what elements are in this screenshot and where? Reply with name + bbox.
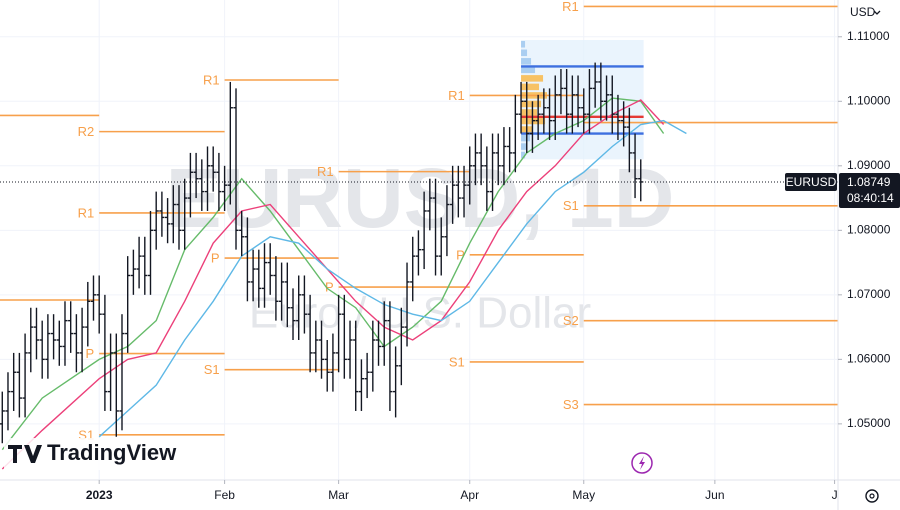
axes: USD 1.05000 1.06000 1.07000 1.08000 1.09000 1… bbox=[86, 5, 891, 502]
brand: TradingView bbox=[47, 440, 177, 465]
pivot-label: R2 bbox=[78, 124, 95, 139]
volume-profile-row bbox=[521, 109, 538, 116]
volume-profile-row bbox=[521, 83, 540, 91]
alert-icon[interactable] bbox=[631, 452, 653, 474]
settings-button[interactable] bbox=[865, 489, 879, 503]
pivot-label: S1 bbox=[449, 354, 465, 369]
logo-icon bbox=[8, 445, 42, 463]
alert-bolt[interactable] bbox=[639, 456, 645, 470]
last-price-tag-bg bbox=[839, 173, 900, 208]
y-tick-label: 1.07000 bbox=[847, 287, 891, 301]
volume-profile-row bbox=[521, 49, 528, 57]
x-tick-label: May bbox=[572, 488, 595, 502]
symbol-tag-bg bbox=[785, 173, 837, 191]
settings-gear[interactable] bbox=[865, 489, 879, 503]
moving-average bbox=[1, 97, 665, 451]
pivot-label: R1 bbox=[203, 72, 220, 87]
pivot-label: R1 bbox=[448, 88, 465, 103]
x-tick-label: J bbox=[832, 488, 838, 502]
pivot-label: P bbox=[86, 346, 95, 361]
currency[interactable]: USD bbox=[850, 5, 876, 19]
y-tick-label: 1.08000 bbox=[847, 222, 891, 236]
pivot-label: S1 bbox=[563, 198, 579, 213]
pivot-label: P bbox=[211, 251, 220, 266]
pivot-label: S2 bbox=[563, 313, 579, 328]
logo: TradingView bbox=[4, 438, 177, 470]
watermark-subtitle: Euro / U.S. Dollar bbox=[249, 289, 591, 338]
pivot-label: P bbox=[456, 247, 465, 262]
pivot-label: S3 bbox=[563, 397, 579, 412]
settings-hub[interactable] bbox=[869, 493, 875, 499]
symbol-tag: EURUSD bbox=[786, 175, 837, 189]
x-tick-label: Mar bbox=[328, 488, 349, 502]
volume-profile-row bbox=[521, 143, 528, 150]
y-tick-label: 1.10000 bbox=[847, 93, 891, 107]
moving-average bbox=[1, 99, 665, 470]
y-tick-label: 1.11000 bbox=[847, 29, 890, 43]
x-tick-label: Jun bbox=[705, 488, 724, 502]
countdown-label: 08:40:14 bbox=[847, 191, 894, 205]
pivot-label: R1 bbox=[78, 205, 95, 220]
x-tick-label: 2023 bbox=[86, 488, 113, 502]
volume-profile-row bbox=[521, 151, 526, 159]
pivot-label: R1 bbox=[562, 0, 579, 14]
volume-profile-row bbox=[521, 41, 526, 48]
currency-chevron[interactable] bbox=[873, 10, 881, 15]
moving-average bbox=[98, 119, 687, 438]
volume-profile-row bbox=[521, 66, 536, 74]
pivot-label: P bbox=[325, 280, 334, 295]
pivot-label: R1 bbox=[317, 164, 334, 179]
y-tick-label: 1.09000 bbox=[847, 158, 891, 172]
x-tick-label: Apr bbox=[460, 488, 479, 502]
y-tick-label: 1.06000 bbox=[847, 352, 891, 366]
pivot-label: S1 bbox=[204, 362, 220, 377]
volume-profile-row bbox=[521, 58, 532, 65]
last-price-label: 1.08749 bbox=[847, 175, 891, 189]
x-tick-label: Feb bbox=[214, 488, 235, 502]
y-tick-label: 1.05000 bbox=[847, 416, 891, 430]
volume-profile-row bbox=[521, 100, 542, 108]
volume-profile-row bbox=[521, 75, 544, 82]
volume-profile-row bbox=[521, 134, 531, 142]
